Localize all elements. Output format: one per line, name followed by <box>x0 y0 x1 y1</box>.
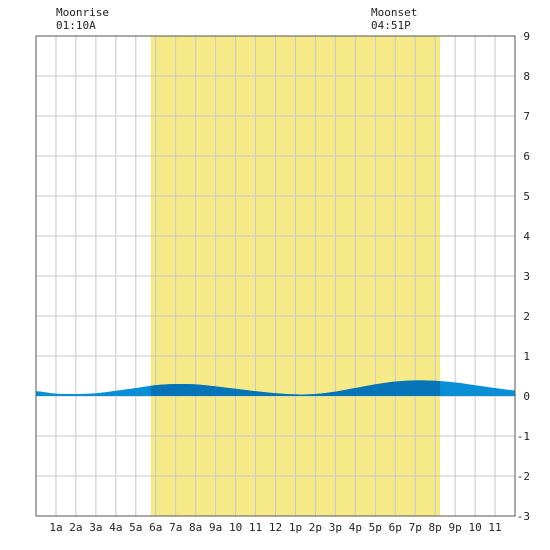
moonrise-label: Moonrise <box>56 6 109 19</box>
x-tick-label: 9a <box>209 521 222 534</box>
moonset-info: Moonset 04:51P <box>371 6 417 32</box>
x-tick-label: 4a <box>109 521 122 534</box>
y-tick-label: -3 <box>517 510 530 523</box>
x-axis-labels: 1a 2a 3a 4a 5a 6a 7a 8a 9a 10 11 12 1p 2p 3p 4p 5p 6p 7p 8p… <box>49 521 501 534</box>
y-tick-label: 9 <box>523 30 530 43</box>
x-tick-label: 12 <box>269 521 282 534</box>
y-tick-label: 3 <box>523 270 530 283</box>
x-tick-label: 7a <box>169 521 182 534</box>
x-tick-label: 11 <box>488 521 501 534</box>
x-tick-label: 8a <box>189 521 202 534</box>
y-tick-label: 6 <box>523 150 530 163</box>
y-tick-label: 8 <box>523 70 530 83</box>
x-tick-label: 1a <box>49 521 62 534</box>
y-tick-label: 5 <box>523 190 530 203</box>
x-tick-label: 3a <box>89 521 102 534</box>
moonrise-time: 01:10A <box>56 19 96 32</box>
x-tick-label: 8p <box>429 521 442 534</box>
x-tick-label: 2a <box>69 521 82 534</box>
tide-area-daylight <box>150 380 441 396</box>
y-tick-label: 1 <box>523 350 530 363</box>
grid-layer <box>36 36 515 516</box>
y-tick-label: -2 <box>517 470 530 483</box>
x-tick-label: 6a <box>149 521 162 534</box>
y-tick-label: 7 <box>523 110 530 123</box>
moonset-label: Moonset <box>371 6 418 19</box>
x-tick-label: 4p <box>349 521 362 534</box>
y-axis-labels: -3 -2 -1 0 1 2 3 4 5 6 7 8 9 <box>517 30 531 523</box>
x-tick-label: 5a <box>129 521 142 534</box>
x-tick-label: 5p <box>369 521 382 534</box>
y-tick-label: 2 <box>523 310 530 323</box>
x-tick-label: 9p <box>449 521 462 534</box>
x-tick-label: 7p <box>409 521 422 534</box>
y-tick-label: 4 <box>523 230 530 243</box>
x-tick-label: 6p <box>389 521 402 534</box>
x-tick-label: 1p <box>289 521 302 534</box>
x-tick-label: 2p <box>309 521 322 534</box>
plot-frame <box>35 35 516 517</box>
y-tick-label: -1 <box>517 430 530 443</box>
tide-area-layer <box>36 380 515 396</box>
x-tick-label: 3p <box>329 521 342 534</box>
x-tick-label: 11 <box>249 521 262 534</box>
moonrise-info: Moonrise 01:10A <box>56 6 109 32</box>
x-tick-label: 10 <box>468 521 481 534</box>
x-tick-label: 10 <box>229 521 242 534</box>
y-tick-label: 0 <box>523 390 530 403</box>
moonset-time: 04:51P <box>371 19 411 32</box>
